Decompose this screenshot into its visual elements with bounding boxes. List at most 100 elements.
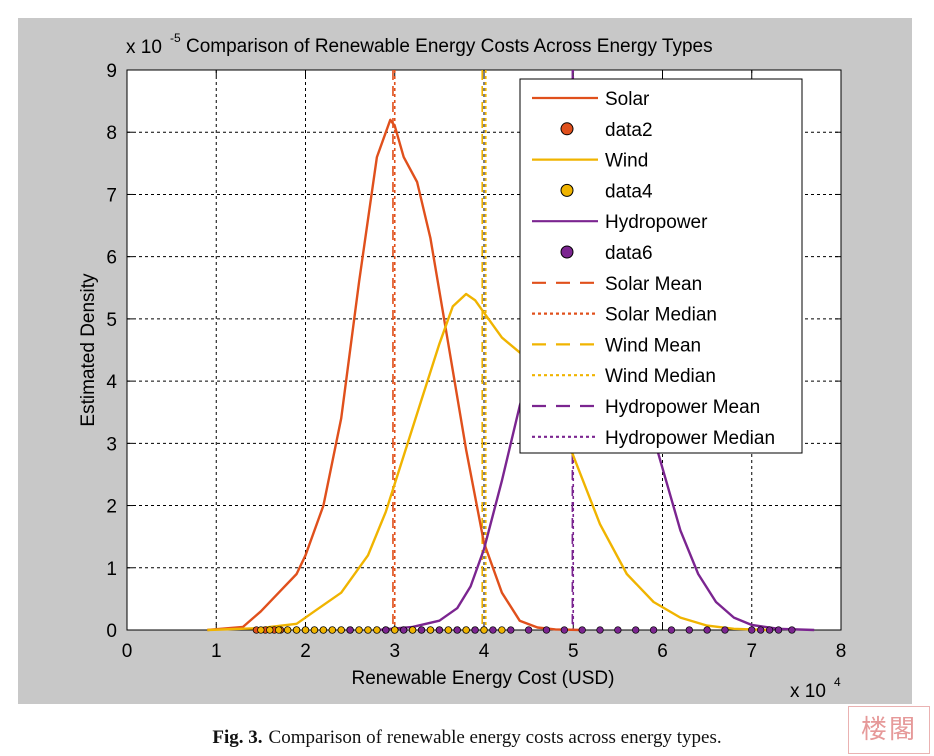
data4-point bbox=[373, 626, 381, 634]
x-tick-label: 8 bbox=[836, 641, 847, 662]
data6-point bbox=[596, 626, 604, 634]
legend-label: Solar Median bbox=[605, 305, 717, 326]
y-tick-label: 7 bbox=[106, 185, 117, 206]
y-tick-label: 4 bbox=[106, 372, 117, 393]
data4-point bbox=[391, 626, 399, 634]
data6-point bbox=[524, 626, 533, 634]
data4-point bbox=[310, 626, 319, 634]
legend-item: Solar Median bbox=[532, 305, 717, 326]
data6-point bbox=[721, 626, 729, 634]
data4-point bbox=[480, 626, 488, 634]
solar-density-line bbox=[207, 118, 583, 632]
data4-point bbox=[319, 626, 328, 634]
data6-point bbox=[614, 626, 622, 634]
legend-label: Hydropower Mean bbox=[605, 397, 760, 418]
legend-item: data2 bbox=[560, 120, 653, 141]
data6-point bbox=[788, 626, 796, 634]
legend-marker-swatch bbox=[560, 183, 574, 197]
x-exponent-label: x 10 bbox=[790, 681, 826, 702]
data4-point bbox=[462, 626, 470, 634]
wind-density-line bbox=[207, 292, 770, 632]
data4-point bbox=[257, 626, 265, 634]
x-tick-label: 1 bbox=[211, 641, 222, 662]
y-tick-label: 8 bbox=[106, 123, 117, 144]
y-tick-label: 9 bbox=[106, 61, 117, 82]
legend-label: data4 bbox=[605, 181, 653, 202]
x-tick-label: 4 bbox=[479, 641, 490, 662]
y-axis-label: Estimated Density bbox=[78, 273, 99, 427]
data6-point bbox=[346, 626, 354, 634]
data6-point bbox=[649, 626, 658, 634]
legend-label: Solar Mean bbox=[605, 274, 702, 295]
data6-point bbox=[632, 626, 640, 634]
data6-point bbox=[489, 626, 497, 634]
y-tick-label: 2 bbox=[106, 497, 117, 518]
legend-label: Wind bbox=[605, 151, 648, 172]
data6-point bbox=[685, 626, 693, 634]
data6-point bbox=[578, 626, 586, 634]
data4-point bbox=[355, 626, 363, 634]
legend-label: Hydropower Median bbox=[605, 428, 775, 449]
data6-point bbox=[748, 626, 756, 634]
legend: Solar data2 Wind data4 Hydropower data6 Solar … bbox=[519, 78, 803, 454]
data4-point bbox=[364, 626, 372, 634]
data6-point bbox=[765, 626, 774, 634]
y-tick-label: 5 bbox=[106, 310, 117, 331]
legend-item: Hydropower bbox=[532, 212, 708, 233]
data4-point bbox=[275, 626, 283, 634]
legend-label: Solar bbox=[605, 89, 650, 110]
y-exponent-label: x 10 bbox=[126, 37, 162, 58]
axis-ticks: 0 1 2 3 4 5 6 7 8 0 1 2 3 4 5 6 7 8 9 bbox=[106, 61, 846, 662]
y-exponent: -5 bbox=[170, 31, 181, 45]
x-tick-label: 7 bbox=[746, 641, 757, 662]
data6-point bbox=[757, 626, 765, 634]
data6-point bbox=[560, 626, 568, 634]
watermark-stamp: 楼閣 bbox=[848, 706, 930, 754]
legend-item: Hydropower Median bbox=[532, 428, 775, 449]
legend-marker-swatch bbox=[560, 122, 574, 136]
caption-label: Fig. 3. bbox=[212, 727, 263, 748]
data6-point bbox=[435, 626, 444, 634]
caption-text: Comparison of renewable energy costs acr… bbox=[268, 727, 722, 748]
legend-label: Hydropower bbox=[605, 212, 708, 233]
legend-item: Solar Mean bbox=[532, 274, 702, 295]
legend-item: Solar bbox=[532, 89, 650, 110]
data6-point bbox=[667, 626, 676, 634]
legend-label: data6 bbox=[605, 243, 653, 264]
data4-point bbox=[408, 626, 417, 634]
data6-point bbox=[471, 626, 479, 634]
legend-item: Hydropower Mean bbox=[532, 397, 760, 418]
data4-point bbox=[498, 626, 506, 634]
data4-point bbox=[328, 626, 336, 634]
legend-label: Wind Median bbox=[605, 366, 716, 387]
data4-point bbox=[284, 626, 292, 634]
x-tick-label: 6 bbox=[657, 641, 668, 662]
x-tick-label: 0 bbox=[122, 641, 133, 662]
x-tick-label: 2 bbox=[300, 641, 311, 662]
chart-title: Comparison of Renewable Energy Costs Acr… bbox=[186, 36, 713, 57]
legend-item: Wind Median bbox=[532, 366, 716, 387]
chart: 0 1 2 3 4 5 6 7 8 0 1 2 3 4 5 6 7 8 9 Comparison of Renewa… bbox=[78, 31, 846, 702]
legend-marker-swatch bbox=[560, 245, 574, 259]
data4-point bbox=[337, 626, 345, 634]
y-tick-label: 0 bbox=[106, 621, 117, 642]
legend-label: data2 bbox=[605, 120, 653, 141]
legend-box bbox=[519, 78, 803, 454]
data6-point bbox=[453, 626, 461, 634]
legend-item: Wind Mean bbox=[532, 335, 701, 356]
x-tick-label: 5 bbox=[568, 641, 579, 662]
data6-point bbox=[417, 626, 426, 634]
data-markers bbox=[252, 626, 796, 634]
data4-point bbox=[426, 626, 435, 634]
data6-point bbox=[774, 626, 783, 634]
data6-point bbox=[382, 626, 390, 634]
data4-point bbox=[444, 626, 452, 634]
legend-item: Wind bbox=[532, 151, 648, 172]
y-tick-label: 6 bbox=[106, 248, 117, 269]
legend-label: Wind Mean bbox=[605, 335, 701, 356]
x-tick-label: 3 bbox=[389, 641, 400, 662]
figure-caption: Fig. 3. Comparison of renewable energy co… bbox=[0, 727, 934, 749]
x-exponent: 4 bbox=[834, 675, 841, 689]
y-tick-label: 1 bbox=[106, 559, 117, 580]
legend-item: data4 bbox=[560, 181, 653, 202]
